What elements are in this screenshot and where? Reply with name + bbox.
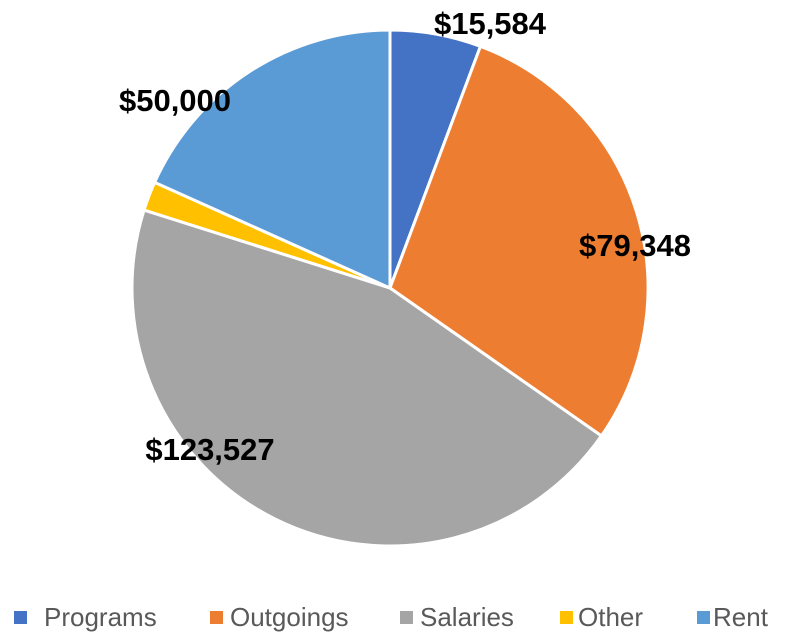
pie-slice (152, 28, 392, 291)
legend-label: Rent (713, 602, 769, 632)
legend-label: Programs (44, 602, 157, 632)
pie-slice (388, 44, 650, 438)
pie-slice (130, 208, 604, 548)
data-label: $50,000 (119, 83, 231, 118)
legend-swatch (400, 611, 413, 624)
data-label: $79,348 (579, 228, 691, 263)
legend-swatch (697, 611, 710, 624)
legend-swatch (560, 611, 573, 624)
legend-label: Other (578, 602, 643, 632)
data-label: $123,527 (145, 432, 274, 467)
legend-swatch (210, 611, 223, 624)
legend-label: Salaries (420, 602, 514, 632)
legend-label: Outgoings (230, 602, 349, 632)
legend-swatch (14, 611, 27, 624)
data-label: $15,584 (434, 6, 547, 41)
